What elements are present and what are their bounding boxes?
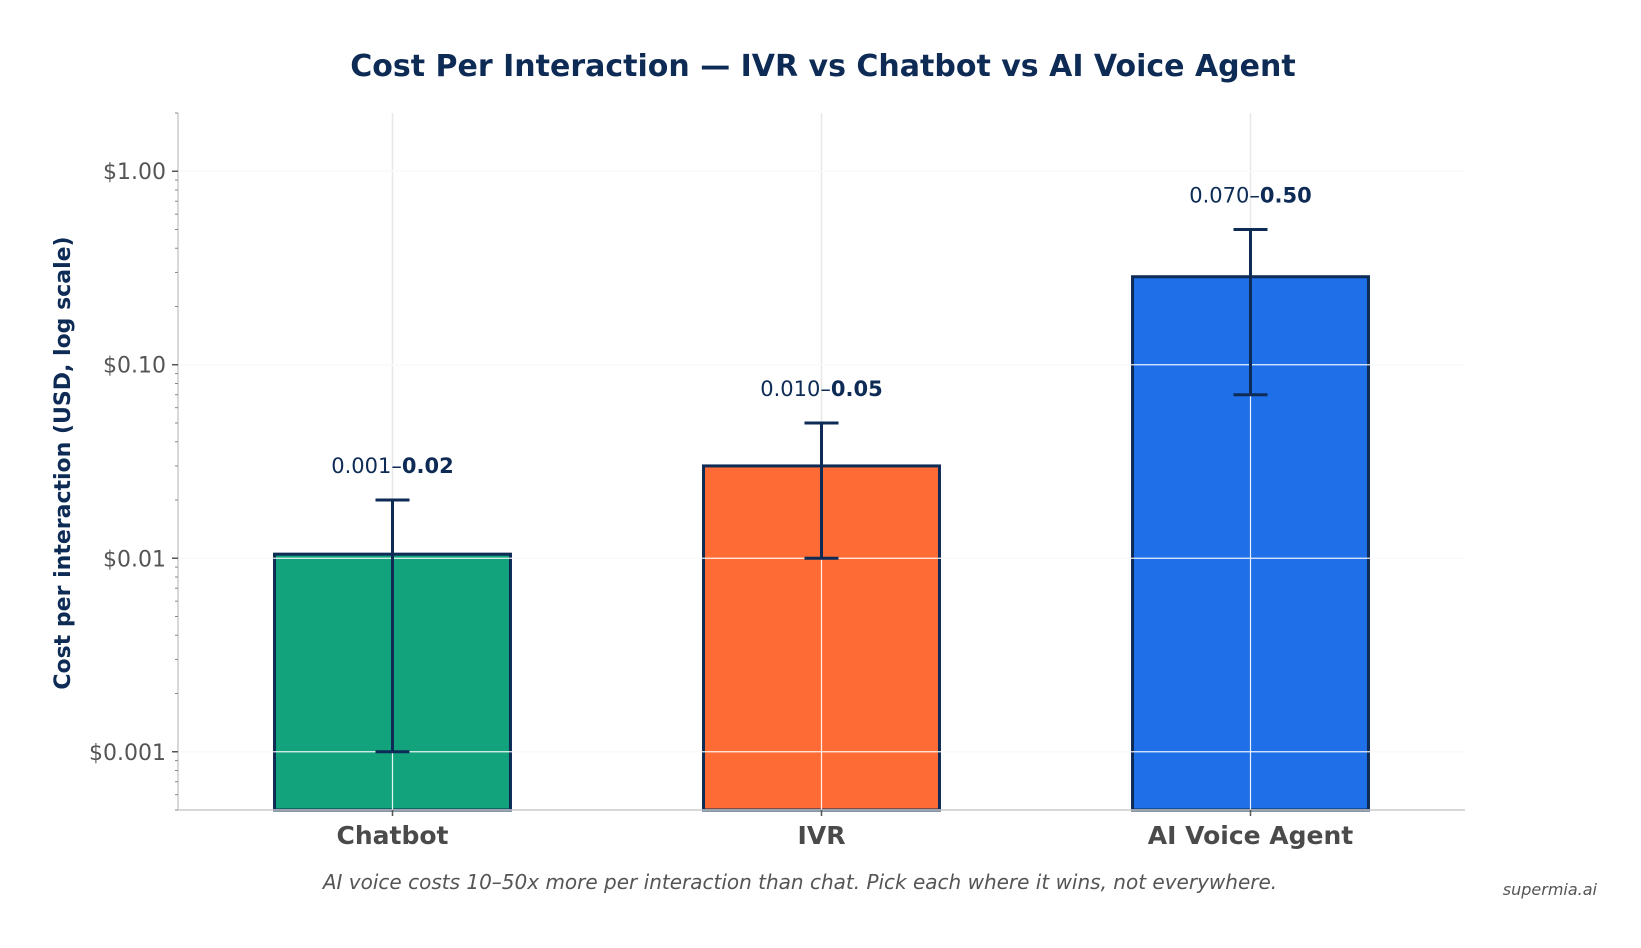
axes-layer bbox=[172, 112, 1465, 816]
range-label: 0.001–0.02 bbox=[331, 454, 453, 478]
chart-title: Cost Per Interaction — IVR vs Chatbot vs… bbox=[350, 49, 1295, 84]
range-label-high: 0.02 bbox=[402, 454, 454, 478]
range-label-low: 0.010– bbox=[760, 377, 831, 401]
x-tick-label: Chatbot bbox=[337, 821, 449, 850]
x-tick-label: IVR bbox=[798, 821, 846, 850]
range-label: 0.070–0.50 bbox=[1189, 183, 1311, 207]
y-tick-label: $0.01 bbox=[103, 547, 166, 572]
chart-caption: AI voice costs 10–50x more per interacti… bbox=[321, 870, 1277, 894]
labels-layer: $0.001 $0.01 $0.10 $1.00 Chatbot IVR AI Voice … bbox=[89, 160, 1353, 850]
y-tick-label: $1.00 bbox=[103, 160, 166, 185]
range-label-high: 0.05 bbox=[831, 377, 883, 401]
y-tick-label: $0.001 bbox=[89, 741, 166, 766]
y-axis-label: Cost per interaction (USD, log scale) bbox=[51, 236, 76, 689]
y-tick-label: $0.10 bbox=[103, 354, 166, 379]
range-label-low: 0.001– bbox=[331, 454, 402, 478]
range-label-high: 0.50 bbox=[1260, 183, 1312, 207]
x-tick-label: AI Voice Agent bbox=[1148, 821, 1354, 850]
watermark: supermia.ai bbox=[1503, 880, 1598, 899]
range-label: 0.010–0.05 bbox=[760, 377, 882, 401]
range-label-low: 0.070– bbox=[1189, 183, 1260, 207]
error-bars-layer bbox=[375, 227, 1268, 754]
